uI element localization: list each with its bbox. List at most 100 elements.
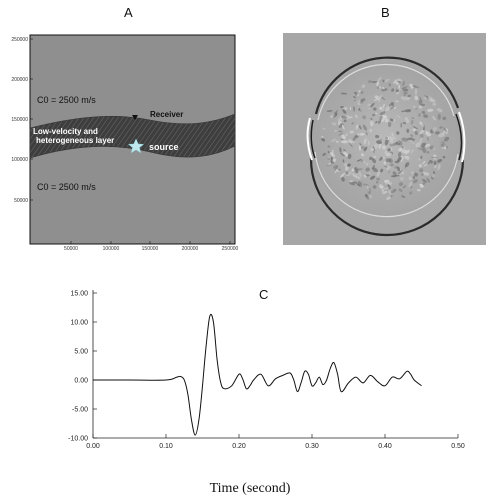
wavefield-speck [384,118,389,123]
wavefield-speck [369,128,373,133]
wavefield-speck [437,108,443,113]
wavefield-speck [331,122,337,126]
wavefield-speck [433,161,437,165]
wavefield-speck [322,152,326,157]
wavefield-speck [402,146,406,151]
wavefield-speck [410,119,414,125]
wavefield-speck [418,113,421,117]
wavefield-speck [345,133,348,137]
wavefield-speck [354,99,356,102]
wavefield-speck [379,138,383,142]
panel-c-x-tick-label: 0.50 [451,443,465,450]
wavefield-speck [419,183,425,188]
left-head-wave [306,117,313,161]
wavefield-speck [373,155,377,159]
wavefield-speck [382,103,385,109]
wavefield-speck [410,137,414,142]
wavefield-speck [387,184,391,190]
wavefield-speck [395,141,400,146]
panel-a-letter: A [124,5,133,20]
bottom-velocity-label: C0 = 2500 m/s [37,182,96,192]
wavefield-speck [370,147,375,151]
wavefield-speck [376,181,379,184]
wavefield-speck [392,79,398,84]
wavefield-speck [379,111,386,115]
wavefield-speck [405,156,410,160]
wavefield-speck [382,156,385,159]
wavefield-speck [341,177,345,182]
wavefield-speck [437,164,441,171]
wavefield-speck [376,177,380,181]
wavefield-speck [330,115,334,118]
upper-wavefront [314,56,460,115]
wavefield-speck [386,179,390,183]
wavefield-speck [358,145,361,151]
panel-a-x-tick-label: 50000 [64,246,78,252]
wavefield-speck [394,100,399,102]
wavefield-speck [340,172,346,178]
wavefield-speck [394,165,398,169]
wavefield-speck [370,117,373,121]
wavefield-speck [414,88,418,95]
wavefield-speck [432,102,437,106]
wavefield-speck [400,177,404,181]
wavefield-speck [390,138,394,144]
wavefield-speck [396,114,401,119]
wavefield-speck [393,142,397,146]
wavefield-speck [422,182,426,185]
heterogeneous-layer [29,113,236,159]
wavefield-speck [435,131,440,135]
panel-a-x-tick-label: 200000 [182,246,199,252]
wavefield-speck [378,86,382,89]
wavefield-speck [390,195,393,198]
wavefield-speck [418,99,423,105]
wavefield-speck [401,110,406,113]
wavefield-speck [395,174,400,177]
wavefield-speck [363,174,367,178]
wavefield-speck [337,118,341,122]
wavefield-speck [382,87,385,90]
wavefield-speck [331,113,336,118]
wavefield-speck [441,130,447,135]
wavefield-speck [375,112,378,115]
wavefield-speck [342,108,347,114]
wavefield-speck [366,173,370,177]
wavefield-speck [414,95,418,101]
wavefield-speck [364,137,367,143]
panel-c-x-tick-label: 0.30 [305,443,319,450]
wavefield-speck [383,161,387,165]
wavefield-speck [367,140,370,146]
top-velocity-label: C0 = 2500 m/s [37,95,96,105]
wavefield-speck [328,162,331,166]
wavefield-speck [419,121,423,125]
wavefield-speck [423,125,425,131]
wavefield-speck [379,184,384,189]
wavefield-speck [409,83,415,89]
wavefield-interior [308,62,462,216]
wavefield-speck [410,134,414,137]
wavefield-speck [353,106,356,112]
wavefield-speck [401,145,404,149]
wavefield-speck [388,83,392,87]
wavefield-speck [404,109,412,113]
wavefield-speck [431,156,438,159]
wavefield-speck [366,190,371,192]
wavefield-speck [423,96,427,100]
wavefield-speck [347,153,352,159]
panel-c-y-tick-label: 5.00 [74,349,88,356]
wavefield-speck [386,196,392,200]
wavefield-speck [404,163,408,169]
wavefield-speck [421,110,426,114]
wavefield-speck [331,149,334,157]
wavefield-speck [358,171,362,178]
wavefield-speck [354,172,358,178]
wavefield-speck [385,136,389,140]
wavefield-speck [385,136,390,141]
wavefield-speck [382,79,385,83]
wavefield-speck [392,171,397,176]
panel-a-y-tick-label: 100000 [11,157,28,163]
wavefield-speck [362,124,368,131]
wavefield-speck [430,160,433,164]
wavefield-speck [384,165,388,168]
panel-a-y-tick-label: 150000 [11,117,28,123]
